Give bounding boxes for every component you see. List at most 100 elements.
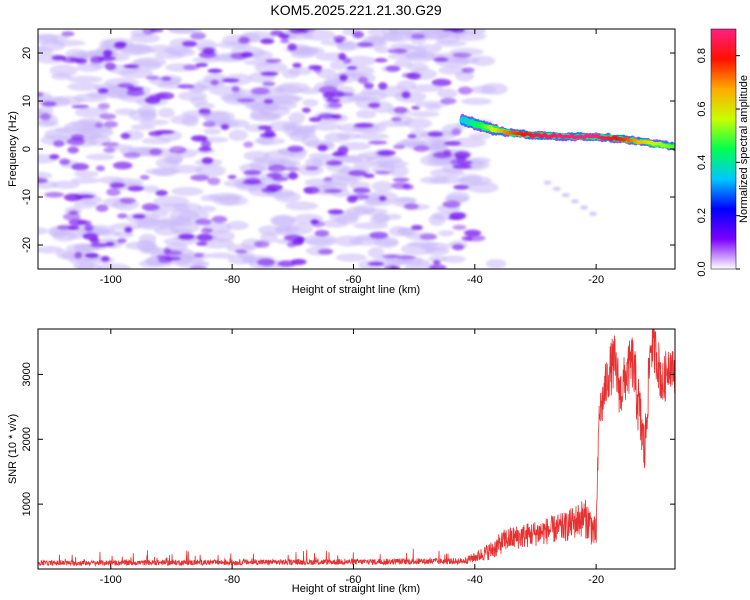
spectrogram-noise-cell: [211, 215, 228, 224]
spectrogram-noise-cell: [117, 82, 135, 89]
spectrogram-noise-cell: [104, 62, 117, 71]
colorbar-frame: [710, 28, 737, 270]
spectrogram-noise-cell: [393, 106, 408, 114]
spectrogram-content: [38, 29, 675, 269]
snr-xtick-label: -100: [100, 574, 122, 586]
spectrogram-noise-cell: [96, 263, 131, 269]
spectrogram-streak-cell: [543, 180, 552, 185]
spectrogram-noise-cell: [401, 91, 411, 99]
spectrogram-noise-cell: [265, 58, 282, 64]
spectrogram-noise-cell: [195, 241, 208, 246]
spectrogram-noise-cell: [258, 225, 283, 236]
spectrogram-noise-cell: [203, 120, 216, 128]
spectrogram-noise-cell: [260, 71, 279, 77]
spectrogram-noise-cell: [452, 52, 472, 58]
spectrogram-noise-cell: [308, 152, 332, 160]
snr-series-line: [38, 329, 675, 568]
spectrogram-noise-cell: [154, 129, 175, 135]
spectrogram-noise-cell: [322, 219, 348, 228]
spectrogram-noise-cell: [437, 230, 455, 237]
spectrogram-noise-cell: [70, 177, 101, 184]
spectrogram-noise-cell: [41, 101, 57, 107]
spectrogram-streak-cell: [580, 205, 588, 210]
spectrogram-noise-cell: [413, 145, 430, 153]
spectrogram-noise-cell: [127, 185, 145, 192]
spectrogram-noise-cell: [318, 85, 338, 94]
spectrogram-noise-cell: [455, 70, 475, 82]
spectrogram-noise-cell: [327, 209, 344, 215]
spectrogram-noise-cell: [428, 255, 448, 263]
spectrogram-xtick-label: -60: [346, 274, 362, 286]
spectrogram-noise-cell: [123, 151, 141, 159]
spectrogram-noise-cell: [191, 260, 210, 268]
spectrogram-noise-cell: [485, 259, 507, 269]
spectrogram-noise-cell: [396, 255, 416, 260]
spectrogram-noise-cell: [97, 87, 109, 95]
spectrogram-noise-cell: [178, 210, 210, 222]
spectrogram-noise-cell: [207, 177, 221, 186]
spectrogram-noise-cell: [323, 188, 343, 194]
spectrogram-noise-cell: [419, 233, 438, 241]
spectrogram-streak-cell: [589, 211, 598, 216]
spectrogram-noise-cell: [288, 112, 306, 124]
spectrogram-ytick-label: -20: [21, 237, 33, 253]
spectrogram-x-axis: -100 -80 -60 -40 -20: [100, 29, 604, 286]
spectrogram-noise-cell: [390, 265, 401, 269]
spectrogram-noise-cell: [327, 102, 343, 109]
spectrogram-noise-cell: [221, 78, 240, 83]
spectrogram-noise-cell: [374, 58, 388, 63]
spectrogram-noise-cell: [98, 176, 125, 185]
spectrogram-noise-cell: [80, 126, 114, 138]
spectrogram-noise-cell: [317, 144, 329, 152]
spectrogram-noise-cell: [138, 233, 157, 245]
spectrogram-noise-cell: [357, 76, 369, 85]
spectrogram-noise-cell: [338, 73, 348, 82]
spectrogram-noise-cell: [287, 145, 304, 153]
spectrogram-noise-cell: [103, 120, 118, 128]
spectrogram-noise-cell: [145, 75, 160, 81]
spectrogram-noise-cell: [210, 79, 219, 86]
spectrogram-noise-cell: [378, 120, 411, 128]
spectrogram-noise-cell: [451, 128, 462, 136]
spectrogram-noise-cell: [71, 104, 90, 109]
spectrogram-noise-cell: [453, 184, 470, 190]
spectrogram-noise-cell: [355, 109, 377, 119]
spectrogram-xtick-label: -100: [100, 274, 122, 286]
spectrogram-noise-cell: [97, 55, 117, 62]
spectrogram-noise-cell: [231, 85, 240, 93]
spectrogram-noise-cell: [325, 160, 343, 166]
snr-x-axis: -100 -80 -60 -40 -20: [100, 329, 604, 586]
spectrogram-noise-cell: [182, 64, 200, 71]
spectrogram-noise-cell: [95, 165, 106, 172]
spectrogram-noise-cell: [89, 237, 100, 244]
spectrogram-noise-cell: [67, 146, 79, 154]
spectrogram-noise-cell: [139, 119, 169, 126]
spectrogram-noise-cell: [114, 41, 128, 48]
spectrogram-noise-cell: [304, 187, 314, 194]
spectrogram-noise-cell: [336, 132, 361, 140]
colorbar: 0.0 0.2 0.4 0.6 0.8 Normalized spectral ampl…: [696, 28, 750, 277]
spectrogram-noise-cell: [263, 98, 274, 105]
spectrogram-noise-cell: [181, 40, 198, 48]
spectrogram-noise-cell: [49, 154, 60, 160]
spectrogram-ytick-label: 20: [21, 47, 33, 59]
spectrogram-noise-cell: [40, 113, 51, 121]
spectrogram-noise-cell: [120, 132, 131, 140]
spectrogram-noise-cell: [353, 122, 374, 129]
spectrogram-noise-cell: [68, 210, 79, 215]
spectrogram-noise-cell: [56, 224, 74, 230]
spectrogram-noise-cell: [132, 213, 146, 220]
spectrogram-noise-cell: [346, 65, 358, 71]
spectrogram-noise-cell: [390, 116, 402, 122]
spectrogram-noise-cell: [374, 46, 392, 54]
spectrogram-noise-cell: [101, 141, 120, 147]
spectrogram-noise-cell: [396, 227, 414, 236]
spectrogram-noise-cell: [400, 137, 426, 148]
spectrogram-noise-cell: [227, 175, 237, 180]
spectrogram-noise-cell: [392, 177, 410, 182]
spectrogram-noise-cell: [325, 98, 341, 103]
spectrogram-noise-cell: [257, 125, 273, 131]
spectrogram-noise-cell: [352, 204, 376, 215]
spectrogram-xtick-label: -80: [224, 274, 240, 286]
spectrogram-noise-cell: [287, 171, 299, 180]
